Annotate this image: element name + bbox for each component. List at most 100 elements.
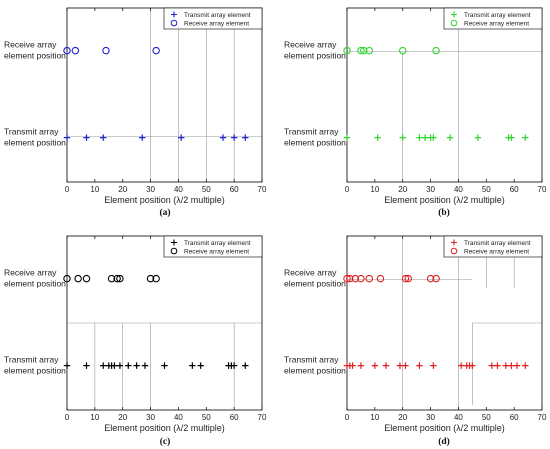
panel-label: (a)	[159, 207, 170, 218]
x-tick-label: 0	[65, 185, 70, 194]
transmit-element-marker	[230, 134, 238, 141]
transmit-element-marker	[416, 362, 423, 369]
transmit-element-marker	[474, 134, 482, 141]
receive-element-marker	[343, 46, 351, 55]
transmit-element-marker	[458, 362, 465, 369]
legend-receive-marker	[170, 247, 178, 255]
x-tick-label: 70	[538, 185, 547, 194]
transmit-element-marker	[100, 362, 107, 369]
receive-element-marker	[404, 274, 413, 283]
row-label-line2: element position	[284, 279, 346, 289]
x-tick-label: 20	[398, 413, 407, 422]
x-tick-label: 0	[345, 185, 350, 194]
receive-element-marker	[432, 46, 440, 55]
x-tick-label: 50	[202, 413, 211, 422]
x-tick-label: 70	[538, 413, 547, 422]
panel-label: (b)	[438, 207, 450, 218]
transmit-element-marker	[161, 362, 168, 369]
legend-box	[443, 7, 543, 30]
plot-frame	[66, 7, 263, 183]
transmit-element-marker	[116, 362, 124, 369]
row-label-line1: Transmit array	[284, 127, 339, 137]
transmit-element-marker	[100, 134, 107, 141]
receive-element-marker	[152, 46, 160, 55]
transmit-element-marker	[197, 362, 204, 369]
row-label-line1: Transmit array	[4, 355, 59, 365]
receive-element-marker	[82, 274, 91, 283]
transmit-element-marker	[513, 362, 521, 369]
transmit-element-marker	[219, 134, 227, 141]
row-label-line1: Transmit array	[284, 355, 339, 365]
transmit-element-marker	[402, 362, 409, 369]
transmit-element-marker	[399, 134, 406, 141]
transmit-element-marker	[178, 134, 185, 141]
transmit-element-marker	[63, 362, 71, 369]
transmit-element-marker	[371, 362, 379, 369]
x-tick-label: 30	[146, 413, 155, 422]
legend-label-receive: Receive array element	[464, 248, 529, 255]
x-tick-label: 60	[230, 185, 239, 194]
transmit-element-marker	[416, 134, 423, 141]
plot-frame	[346, 7, 543, 183]
receive-element-marker	[343, 274, 351, 283]
row-label-line1: Transmit array	[4, 127, 59, 137]
receive-element-marker	[116, 274, 124, 283]
panel-b: 0 10 20 30 40 50 60 70 Element position (λ/2 mul…	[284, 7, 547, 218]
x-tick-label: 70	[258, 413, 267, 422]
transmit-element-marker	[421, 134, 429, 141]
legend-box	[443, 235, 543, 258]
x-tick-label: 30	[426, 185, 435, 194]
receive-element-marker	[376, 274, 385, 283]
receive-element-marker	[63, 46, 71, 55]
legend-transmit-marker	[451, 11, 457, 18]
transmit-element-marker	[83, 134, 90, 141]
receive-element-marker	[152, 274, 160, 283]
panel-label: (d)	[438, 436, 450, 447]
transmit-element-marker	[469, 362, 476, 369]
legend-label-receive: Receive array element	[184, 20, 249, 27]
row-label-line1: Receive array	[4, 268, 57, 278]
receive-element-marker	[346, 274, 354, 283]
x-tick-label: 10	[370, 185, 379, 194]
transmit-element-marker	[349, 362, 356, 369]
x-axis-label: Element position (λ/2 multiple)	[384, 195, 505, 205]
legend-transmit-marker	[171, 11, 177, 18]
x-tick-label: 50	[482, 185, 491, 194]
legend-receive-marker	[450, 19, 458, 27]
row-label-line1: Receive array	[284, 40, 337, 50]
x-tick-label: 60	[510, 185, 519, 194]
x-tick-label: 20	[118, 413, 127, 422]
panel-label: (c)	[160, 436, 171, 447]
transmit-element-marker	[111, 362, 118, 369]
legend-transmit-marker	[451, 239, 457, 246]
x-tick-label: 20	[398, 185, 407, 194]
receive-element-marker	[365, 46, 374, 55]
row-label-line1: Receive array	[4, 40, 57, 50]
x-axis-label: Element position (λ/2 multiple)	[104, 195, 225, 205]
legend-label-transmit: Transmit array element	[184, 12, 251, 19]
x-tick-label: 70	[258, 185, 267, 194]
receive-element-marker	[107, 274, 116, 283]
x-tick-label: 0	[345, 413, 350, 422]
transmit-element-marker	[141, 362, 149, 369]
legend-receive-marker	[170, 19, 178, 27]
x-tick-label: 30	[426, 413, 435, 422]
x-tick-label: 10	[370, 413, 379, 422]
transmit-element-marker	[382, 362, 390, 369]
x-tick-label: 20	[118, 185, 127, 194]
row-label-line2: element position	[284, 138, 346, 148]
legend-box	[163, 7, 263, 30]
legend-transmit-marker	[171, 239, 177, 246]
row-label-line2: element position	[4, 366, 66, 376]
transmit-element-marker	[430, 134, 437, 141]
transmit-element-marker	[139, 134, 146, 141]
x-axis-label: Element position (λ/2 multiple)	[104, 423, 225, 433]
transmit-element-marker	[133, 362, 140, 369]
receive-element-marker	[365, 274, 374, 283]
receive-element-marker	[113, 274, 121, 283]
receive-element-marker	[63, 274, 71, 283]
panel-c: 0 10 20 30 40 50 60 70 Element position (λ/2 mul…	[4, 235, 267, 447]
